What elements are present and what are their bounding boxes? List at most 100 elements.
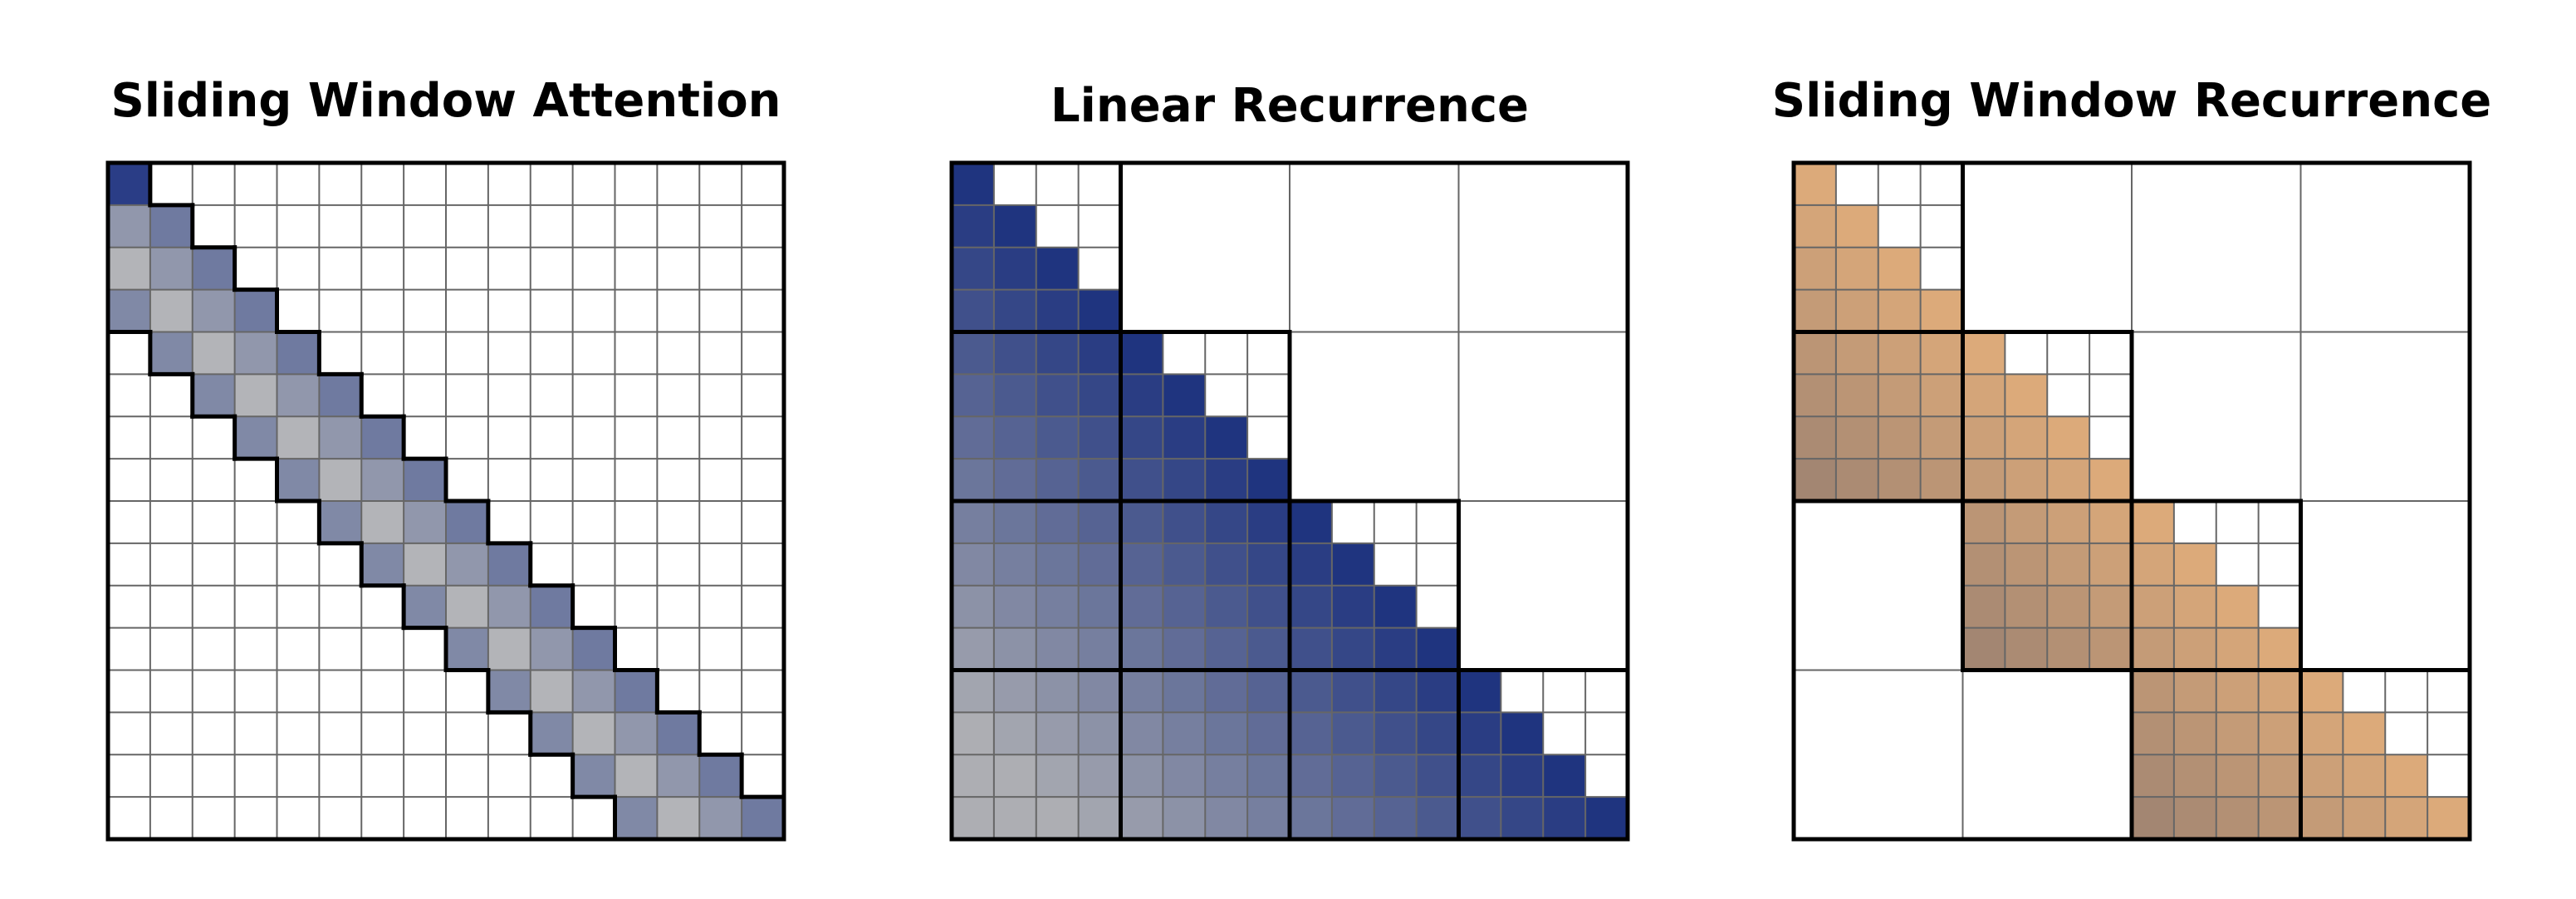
panel-border xyxy=(949,160,1630,842)
cell xyxy=(1962,416,2005,459)
cell xyxy=(952,204,994,248)
cell xyxy=(1205,585,1248,628)
cell xyxy=(1078,374,1121,417)
cell xyxy=(1163,754,1206,798)
cell xyxy=(1163,627,1206,671)
cell xyxy=(952,459,994,501)
cell xyxy=(993,670,1036,713)
cell xyxy=(1078,332,1121,375)
cell xyxy=(1794,204,1836,248)
cell xyxy=(1835,374,1878,417)
cell xyxy=(1835,459,1878,501)
cell xyxy=(615,797,658,839)
cell xyxy=(1794,289,1836,332)
cell xyxy=(2047,585,2090,628)
panel-title: Linear Recurrence xyxy=(1050,79,1529,133)
cell xyxy=(2216,585,2259,628)
cell xyxy=(1416,670,1459,713)
cell xyxy=(2132,797,2174,839)
cell xyxy=(234,374,277,417)
cell xyxy=(192,289,235,332)
cell xyxy=(1120,627,1163,671)
cell xyxy=(1163,543,1206,586)
cell xyxy=(530,712,573,755)
cell xyxy=(530,627,573,671)
cell xyxy=(1794,416,1836,459)
cell xyxy=(277,416,320,459)
cell xyxy=(615,670,658,713)
cell xyxy=(1374,797,1417,839)
cell xyxy=(1501,797,1544,839)
cell xyxy=(487,585,531,628)
cell xyxy=(2047,627,2090,671)
cell xyxy=(952,247,994,290)
cell xyxy=(2005,501,2048,543)
cell xyxy=(1835,416,1878,459)
cell xyxy=(742,797,784,839)
cell xyxy=(1120,501,1163,543)
cell xyxy=(1078,501,1121,543)
cell xyxy=(2258,797,2301,839)
cell xyxy=(1247,501,1290,543)
cell xyxy=(404,459,446,501)
cell xyxy=(1331,754,1374,798)
cell xyxy=(657,754,700,798)
cell xyxy=(192,247,235,290)
cell xyxy=(1794,163,1836,205)
cell xyxy=(1036,627,1079,671)
cell xyxy=(1205,543,1248,586)
cell xyxy=(1120,712,1163,755)
cell xyxy=(1120,797,1163,839)
cell xyxy=(1036,543,1079,586)
cell xyxy=(2132,627,2174,671)
cell xyxy=(1501,712,1544,755)
cell xyxy=(2005,543,2048,586)
cell xyxy=(108,247,150,290)
cell xyxy=(1078,459,1121,501)
cell xyxy=(2132,585,2174,628)
cell xyxy=(1374,754,1417,798)
cell xyxy=(1331,712,1374,755)
cell xyxy=(277,332,320,375)
cell xyxy=(446,585,488,628)
cell xyxy=(1205,501,1248,543)
cell xyxy=(2258,627,2301,671)
cell xyxy=(1247,670,1290,713)
panel-border xyxy=(105,160,786,842)
cell xyxy=(108,289,150,332)
cell xyxy=(993,374,1036,417)
cell xyxy=(993,754,1036,798)
cell xyxy=(361,501,404,543)
cell xyxy=(2258,712,2301,755)
cell xyxy=(952,712,994,755)
cell xyxy=(2343,797,2386,839)
cell xyxy=(108,204,150,248)
cell xyxy=(1163,585,1206,628)
cell xyxy=(2173,585,2216,628)
cell xyxy=(2385,797,2428,839)
cell xyxy=(993,459,1036,501)
cell xyxy=(1120,374,1163,417)
cell xyxy=(149,289,193,332)
cell xyxy=(1078,797,1121,839)
cell xyxy=(1247,712,1290,755)
cell xyxy=(2132,712,2174,755)
cell xyxy=(1416,627,1459,671)
cell xyxy=(1962,627,2005,671)
cell xyxy=(1078,543,1121,586)
cell xyxy=(1835,332,1878,375)
cell xyxy=(1120,332,1163,375)
cell xyxy=(952,543,994,586)
cell xyxy=(1120,459,1163,501)
cell xyxy=(404,585,446,628)
cell xyxy=(993,712,1036,755)
cell xyxy=(657,712,700,755)
cell xyxy=(1835,204,1878,248)
cell xyxy=(1794,374,1836,417)
cell xyxy=(1501,754,1544,798)
cell xyxy=(952,289,994,332)
cell xyxy=(1205,797,1248,839)
cell xyxy=(149,332,193,375)
cell xyxy=(699,797,742,839)
cell xyxy=(1036,374,1079,417)
